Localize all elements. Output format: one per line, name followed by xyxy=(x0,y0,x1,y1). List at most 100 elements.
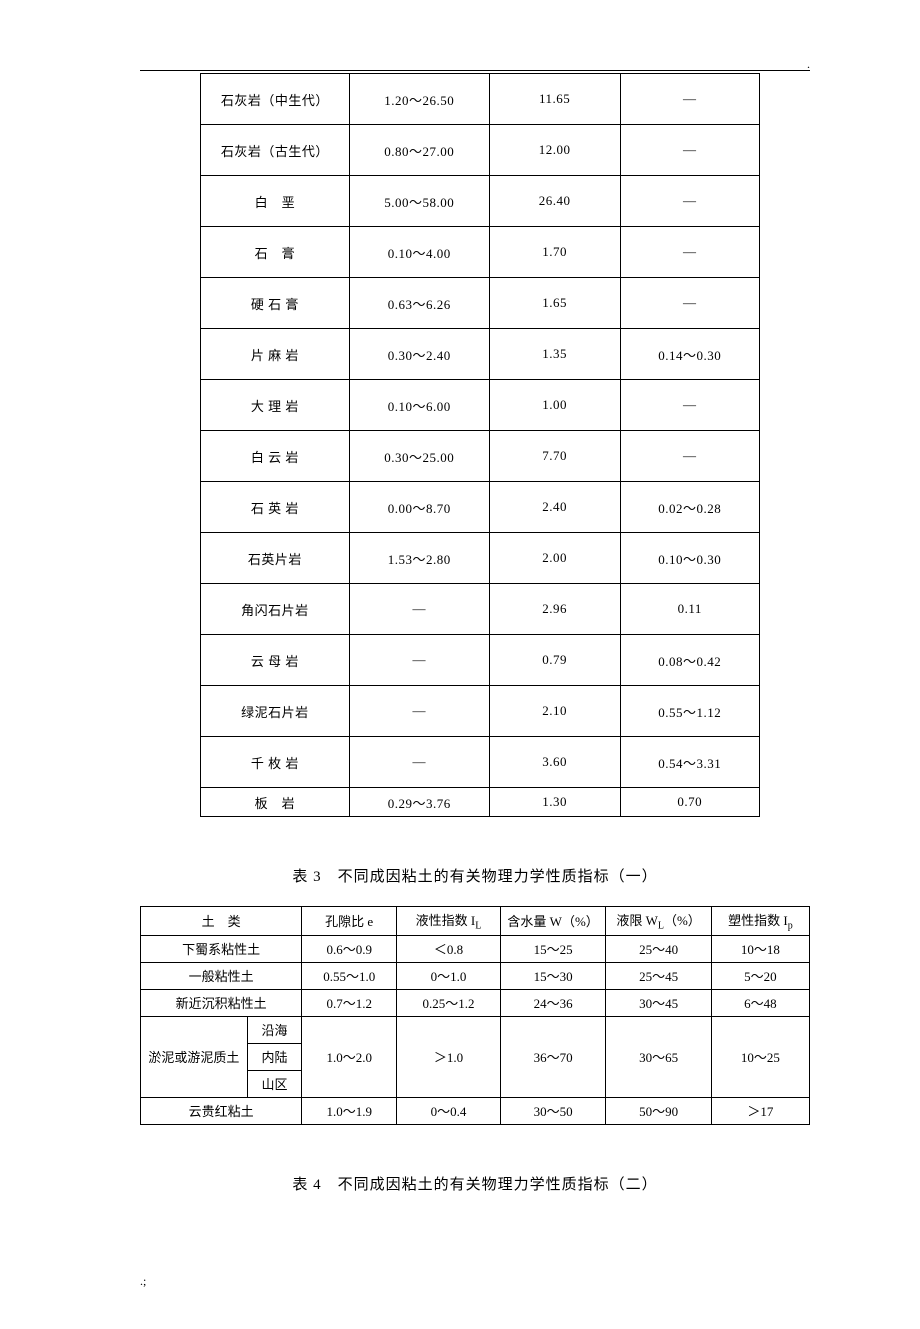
table-cell: — xyxy=(620,380,759,431)
t2-h6-sub: p xyxy=(788,921,793,932)
table-cell: 1.20～26.50 xyxy=(349,74,489,125)
table-cell: 0.79 xyxy=(489,635,620,686)
table-cell: 0.10～0.30 xyxy=(620,533,759,584)
table-cell: 0.70 xyxy=(620,788,759,817)
table-cell: 11.65 xyxy=(489,74,620,125)
table-cell: — xyxy=(349,686,489,737)
table-cell: 1.53～2.80 xyxy=(349,533,489,584)
t2-header-void-ratio: 孔隙比 e xyxy=(302,907,397,936)
table-cell: 0.10～4.00 xyxy=(349,227,489,278)
table-cell: 7.70 xyxy=(489,431,620,482)
table-cell: 0～0.4 xyxy=(397,1097,501,1124)
table-cell: 角闪石片岩 xyxy=(201,584,350,635)
table-cell: 10～18 xyxy=(711,935,809,962)
table-cell: — xyxy=(620,431,759,482)
table-cell: 0.25～1.2 xyxy=(397,989,501,1016)
table-cell: 1.0～1.9 xyxy=(302,1097,397,1124)
table-cell: 0.63～6.26 xyxy=(349,278,489,329)
table-cell: 24～36 xyxy=(500,989,605,1016)
t2-h5-post: （%） xyxy=(664,913,701,928)
table-cell: 淤泥或游泥质土 xyxy=(141,1016,248,1097)
table-cell: 片 麻 岩 xyxy=(201,329,350,380)
table-cell: 12.00 xyxy=(489,125,620,176)
table-cell: 25～45 xyxy=(606,962,711,989)
table-cell: 白 垩 xyxy=(201,176,350,227)
t2-header-water-content: 含水量 W（%） xyxy=(500,907,605,936)
table-cell: 0.10～6.00 xyxy=(349,380,489,431)
footnote: .; xyxy=(140,1274,810,1289)
header-rule: . xyxy=(140,70,810,71)
t2-header-plasticity-index: 塑性指数 Ip xyxy=(711,907,809,936)
table-cell: 15～30 xyxy=(500,962,605,989)
table-cell: 1.0～2.0 xyxy=(302,1016,397,1097)
rock-properties-table: 石灰岩（中生代）1.20～26.5011.65—石灰岩（古生代）0.80～27.… xyxy=(200,73,760,817)
table-cell: 1.65 xyxy=(489,278,620,329)
table-cell: 石灰岩（古生代） xyxy=(201,125,350,176)
table-cell: — xyxy=(349,737,489,788)
t2-h3-sub: L xyxy=(475,921,481,932)
table-cell: 2.00 xyxy=(489,533,620,584)
table-cell: 6～48 xyxy=(711,989,809,1016)
table-cell: 0.00～8.70 xyxy=(349,482,489,533)
table-cell: — xyxy=(349,584,489,635)
table-cell: 1.00 xyxy=(489,380,620,431)
table-cell: 2.10 xyxy=(489,686,620,737)
table-cell: 2.96 xyxy=(489,584,620,635)
table-cell: 30～50 xyxy=(500,1097,605,1124)
table-cell: 绿泥石片岩 xyxy=(201,686,350,737)
table-cell: 石灰岩（中生代） xyxy=(201,74,350,125)
t2-h6-pre: 塑性指数 I xyxy=(728,913,788,928)
table-cell: 白 云 岩 xyxy=(201,431,350,482)
table-cell: 1.35 xyxy=(489,329,620,380)
t2-header-liquid-limit: 液限 WL（%） xyxy=(606,907,711,936)
table-cell: 5～20 xyxy=(711,962,809,989)
table-cell: 3.60 xyxy=(489,737,620,788)
table4-caption: 表 4 不同成因粘土的有关物理力学性质指标（二） xyxy=(140,1173,810,1194)
table-cell: 0.55～1.12 xyxy=(620,686,759,737)
table-cell: 1.30 xyxy=(489,788,620,817)
table-cell: 26.40 xyxy=(489,176,620,227)
table-cell: 25～40 xyxy=(606,935,711,962)
table-cell: 2.40 xyxy=(489,482,620,533)
table-cell: 大 理 岩 xyxy=(201,380,350,431)
table-cell: — xyxy=(620,125,759,176)
table-cell: ＜0.8 xyxy=(397,935,501,962)
t2-header-liquidity-index: 液性指数 IL xyxy=(397,907,501,936)
table-cell: 下蜀系粘性土 xyxy=(141,935,302,962)
table-cell: 石 膏 xyxy=(201,227,350,278)
table-cell: 0.14～0.30 xyxy=(620,329,759,380)
t2-h5-pre: 液限 W xyxy=(616,913,658,928)
table-cell: 千 枚 岩 xyxy=(201,737,350,788)
table-cell: 0.02～0.28 xyxy=(620,482,759,533)
table-cell: ＞1.0 xyxy=(397,1016,501,1097)
table-cell: 新近沉积粘性土 xyxy=(141,989,302,1016)
table-cell: 30～45 xyxy=(606,989,711,1016)
table-cell: 30～65 xyxy=(606,1016,711,1097)
t2-h3-pre: 液性指数 I xyxy=(416,913,476,928)
table-cell: 石 英 岩 xyxy=(201,482,350,533)
table-cell: 0.80～27.00 xyxy=(349,125,489,176)
table-cell: 板 岩 xyxy=(201,788,350,817)
table-cell: 云 母 岩 xyxy=(201,635,350,686)
table-cell: ＞17 xyxy=(711,1097,809,1124)
table-cell: 0.30～2.40 xyxy=(349,329,489,380)
t2-header-soil-type: 土 类 xyxy=(141,907,302,936)
table-cell: 0.7～1.2 xyxy=(302,989,397,1016)
table-cell: — xyxy=(620,176,759,227)
table-cell: 硬 石 膏 xyxy=(201,278,350,329)
table-cell: 内陆 xyxy=(247,1043,301,1070)
table-cell: 5.00～58.00 xyxy=(349,176,489,227)
table-cell: 石英片岩 xyxy=(201,533,350,584)
table-cell: — xyxy=(620,278,759,329)
header-dot: . xyxy=(807,57,810,72)
table-cell: 0.08～0.42 xyxy=(620,635,759,686)
table-cell: 15～25 xyxy=(500,935,605,962)
table-cell: 云贵红粘土 xyxy=(141,1097,302,1124)
table-cell: — xyxy=(349,635,489,686)
table-cell: 一般粘性土 xyxy=(141,962,302,989)
table-cell: 沿海 xyxy=(247,1016,301,1043)
table-cell: 0.55～1.0 xyxy=(302,962,397,989)
table3-caption: 表 3 不同成因粘土的有关物理力学性质指标（一） xyxy=(140,865,810,886)
table-cell: 0.11 xyxy=(620,584,759,635)
table-cell: — xyxy=(620,74,759,125)
